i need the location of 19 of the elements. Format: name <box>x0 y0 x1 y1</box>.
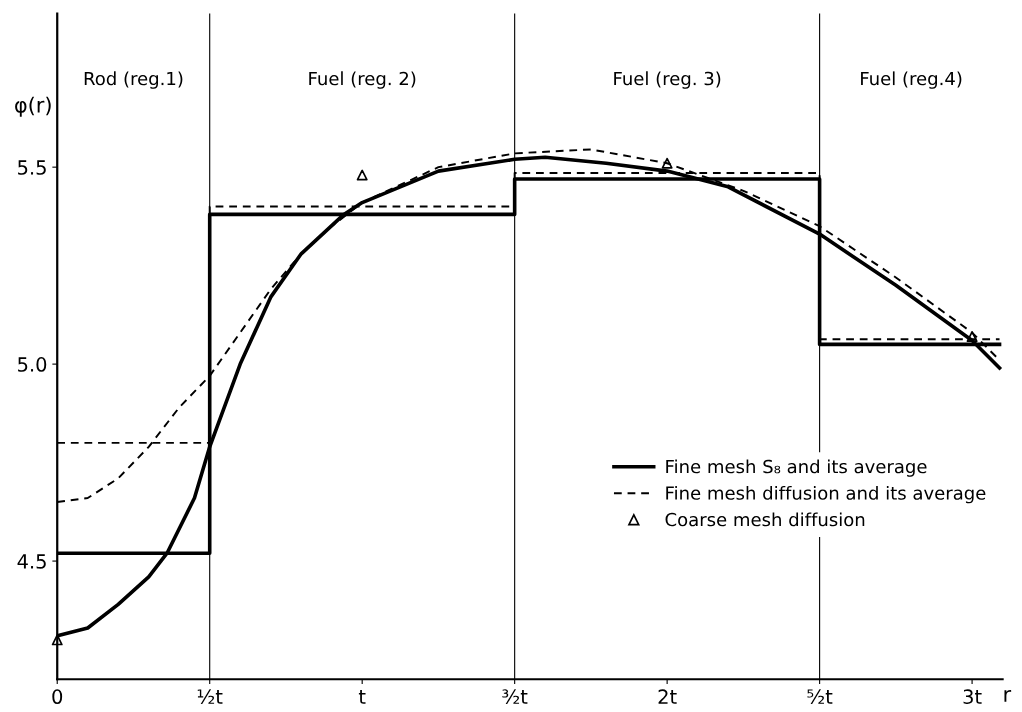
legend-label: Fine mesh diffusion and its average <box>666 485 986 504</box>
x-axis-title: r <box>1004 690 1012 702</box>
x-tick-label: ½t <box>197 689 223 705</box>
legend-label: Fine mesh S₈ and its average <box>666 459 927 477</box>
x-tick-label: ⁵⁄₂t <box>807 689 833 705</box>
annotation: Fuel (reg. 3) <box>614 71 721 89</box>
x-tick-label: t <box>358 690 366 704</box>
y-tick-label: 5.0 <box>18 357 47 372</box>
x-tick-label: 0 <box>52 689 63 705</box>
y-axis-title: φ(r) <box>15 96 51 117</box>
annotation: Rod (reg.1) <box>84 71 183 89</box>
y-tick-label: 5.5 <box>18 160 46 175</box>
annotation: Fuel (reg.4) <box>861 71 962 89</box>
x-tick-label: 2t <box>658 689 677 704</box>
annotation: Fuel (reg. 2) <box>309 71 416 89</box>
y-tick-label: 4.5 <box>17 554 46 569</box>
legend-label: Coarse mesh diffusion <box>665 512 865 527</box>
x-tick-label: ³⁄₂t <box>502 689 528 705</box>
x-tick-label: 3t <box>963 689 982 705</box>
